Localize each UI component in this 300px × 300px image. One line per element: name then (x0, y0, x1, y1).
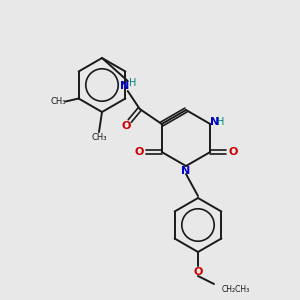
Text: CH₃: CH₃ (91, 134, 107, 142)
Text: H: H (217, 117, 224, 127)
Text: O: O (193, 267, 203, 277)
Text: O: O (121, 121, 130, 131)
Text: N: N (210, 117, 219, 127)
Text: O: O (134, 147, 143, 157)
Text: H: H (129, 78, 136, 88)
Text: CH₂CH₃: CH₂CH₃ (222, 286, 250, 295)
Text: N: N (182, 166, 190, 176)
Text: O: O (229, 147, 238, 157)
Text: N: N (120, 81, 129, 91)
Text: CH₃: CH₃ (51, 97, 66, 106)
